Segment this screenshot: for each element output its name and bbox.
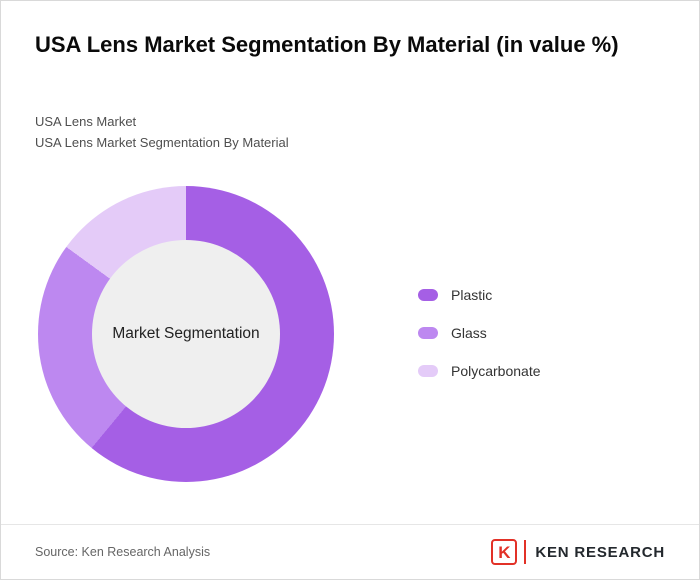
legend-label-plastic: Plastic bbox=[451, 287, 493, 303]
ken-research-logo: K KEN RESEARCH bbox=[491, 539, 665, 565]
donut-chart: Market Segmentation bbox=[38, 186, 334, 482]
legend-swatch-glass bbox=[418, 327, 438, 339]
legend-item-glass: Glass bbox=[418, 325, 541, 341]
logo-divider bbox=[524, 540, 527, 564]
donut-center: Market Segmentation bbox=[92, 240, 280, 428]
donut-center-label: Market Segmentation bbox=[112, 325, 260, 342]
chart-subtitles: USA Lens Market USA Lens Market Segmenta… bbox=[35, 111, 289, 153]
legend-swatch-plastic bbox=[418, 289, 438, 301]
legend-label-polycarbonate: Polycarbonate bbox=[451, 363, 541, 379]
page-title: USA Lens Market Segmentation By Material… bbox=[35, 32, 619, 57]
footer: Source: Ken Research Analysis K KEN RESE… bbox=[1, 524, 699, 579]
chart-subtitle-line2: USA Lens Market Segmentation By Material bbox=[35, 135, 289, 150]
logo-letter: K bbox=[498, 542, 511, 562]
source-text: Source: Ken Research Analysis bbox=[35, 545, 211, 559]
legend-item-polycarbonate: Polycarbonate bbox=[418, 363, 541, 379]
legend-swatch-polycarbonate bbox=[418, 365, 438, 377]
chart-subtitle-line1: USA Lens Market bbox=[35, 114, 137, 129]
legend-item-plastic: Plastic bbox=[418, 287, 541, 303]
brand-name: KEN RESEARCH bbox=[535, 543, 665, 561]
chart-legend: Plastic Glass Polycarbonate bbox=[418, 287, 541, 402]
legend-label-glass: Glass bbox=[451, 325, 487, 341]
ken-research-logo-icon: K bbox=[491, 539, 518, 565]
